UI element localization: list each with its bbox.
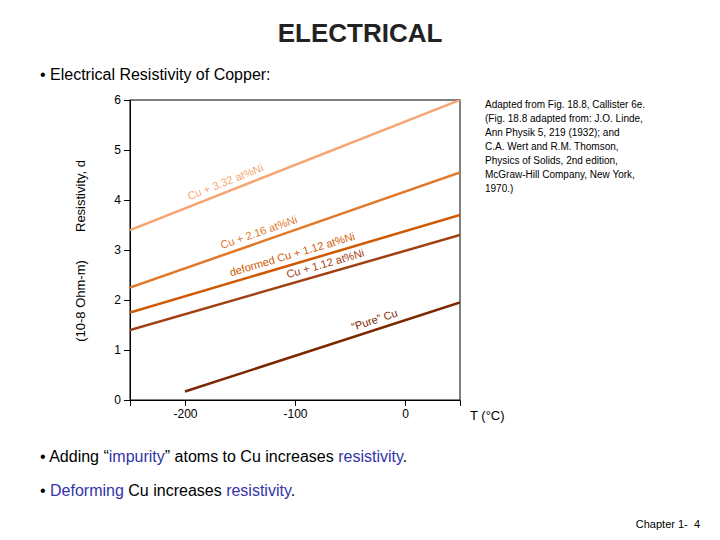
title: ELECTRICAL xyxy=(278,18,443,48)
series-label: Cu + 3.32 at%Ni xyxy=(186,161,265,202)
annotation-line: Adapted from Fig. 18.8, Callister 6e. xyxy=(485,99,645,110)
bullet-part: • Adding “ xyxy=(40,448,109,465)
x-axis-tick: -100 xyxy=(283,400,307,421)
y-axis-tick-label: 0 xyxy=(114,393,121,407)
bullet: • Deforming Cu increases resistivity. xyxy=(40,482,295,499)
annotation-line: 1970.) xyxy=(485,183,513,194)
y-axis-tick-mark xyxy=(124,300,130,301)
subtitle: • Electrical Resistivity of Copper: xyxy=(40,66,271,83)
bullet-part: resistivity xyxy=(338,448,404,465)
series-line xyxy=(185,303,460,392)
y-axis-tick: 5 xyxy=(114,143,130,157)
y-axis-tick-mark xyxy=(124,350,130,351)
annotation: Adapted from Fig. 18.8, Callister 6e. (Fi… xyxy=(485,99,645,194)
x-axis-line xyxy=(131,401,461,407)
plot-frame xyxy=(130,100,460,400)
x-axis-title: T (°C) xyxy=(470,408,505,423)
bullet-part: Cu increases xyxy=(124,482,226,499)
bullet-part: • xyxy=(40,482,50,499)
x-axis: -200 -100 0 xyxy=(131,400,461,421)
annotation-line: Ann Physik 5, 219 (1932); and xyxy=(485,127,620,138)
bullet-part: impurity xyxy=(109,448,165,465)
bullet-part: . xyxy=(291,482,295,499)
y-axis-tick-label: 6 xyxy=(114,93,121,107)
line-labels: Cu + 3.32 at%NiCu + 2.16 at%Nideformed C… xyxy=(186,161,399,332)
bullet-part: resistivity xyxy=(226,482,292,499)
x-axis-tick-mark xyxy=(405,400,406,406)
series-line xyxy=(130,215,460,313)
x-axis-tick: 0 xyxy=(402,400,409,421)
y-axis-tick-label: 3 xyxy=(114,243,121,257)
series-label: “Pure” Cu xyxy=(350,307,399,333)
x-axis-tick-label: -100 xyxy=(283,407,307,421)
y-axis-tick-label: 1 xyxy=(114,343,121,357)
y-axis: 0 1 2 3 4 5 6 xyxy=(114,93,130,407)
y-axis-tick: 2 xyxy=(114,293,130,307)
bullet-part: ” atoms to Cu increases xyxy=(165,448,338,465)
y-axis-tick: 6 xyxy=(114,93,130,107)
y-axis-tick-label: 5 xyxy=(114,143,121,157)
x-axis-tick: -200 xyxy=(173,400,197,421)
y-axis-tick: 1 xyxy=(114,343,130,357)
y-axis-tick-mark xyxy=(124,200,130,201)
y-axis-tick-mark xyxy=(124,100,130,101)
lines xyxy=(130,100,460,392)
footer: Chapter 1- 4 xyxy=(636,518,700,530)
y-axis-title: (10-8 Ohm-m) xyxy=(73,260,88,342)
plot-area: -200 -100 0 0 1 2 3 4 5 6 Cu + 3.32 at%Ni Cu + 2.16… xyxy=(114,93,460,420)
series-label: Cu + 1.12 at%Ni xyxy=(285,247,366,281)
annotation-line: (Fig. 18.8 adapted from: J.O. Linde, xyxy=(485,113,643,124)
x-axis-tick-mark xyxy=(185,400,186,406)
y-axis-tick-mark xyxy=(124,400,130,401)
bullet-part: Deforming xyxy=(50,482,124,499)
annotation-line: McGraw-Hill Company, New York, xyxy=(485,169,635,180)
y-axis-tick-label: 2 xyxy=(114,293,121,307)
annotation-line: C.A. Wert and R.M. Thomson, xyxy=(485,141,619,152)
y-axis-tick-mark xyxy=(124,150,130,151)
y-axis-tick: 3 xyxy=(114,243,130,257)
y-axis-tick-label: 4 xyxy=(114,193,121,207)
chart: ELECTRICAL • Electrical Resistivity of Co… xyxy=(0,0,720,540)
y-axis-tick-mark xyxy=(124,250,130,251)
bullet: • Adding “impurity” atoms to Cu increase… xyxy=(40,448,407,465)
bullet-part: . xyxy=(403,448,407,465)
series-label: Cu + 2.16 at%Ni xyxy=(219,213,299,251)
y-axis-title: Resistivity, d xyxy=(73,160,88,232)
x-axis-tick-label: -200 xyxy=(173,407,197,421)
annotation-line: Physics of Solids, 2nd edition, xyxy=(485,155,618,166)
x-axis-tick-label: 0 xyxy=(402,407,409,421)
y-axis-tick: 0 xyxy=(114,393,130,407)
series-line xyxy=(130,100,460,230)
y-axis-tick: 4 xyxy=(114,193,130,207)
x-axis-tick-mark xyxy=(295,400,296,406)
